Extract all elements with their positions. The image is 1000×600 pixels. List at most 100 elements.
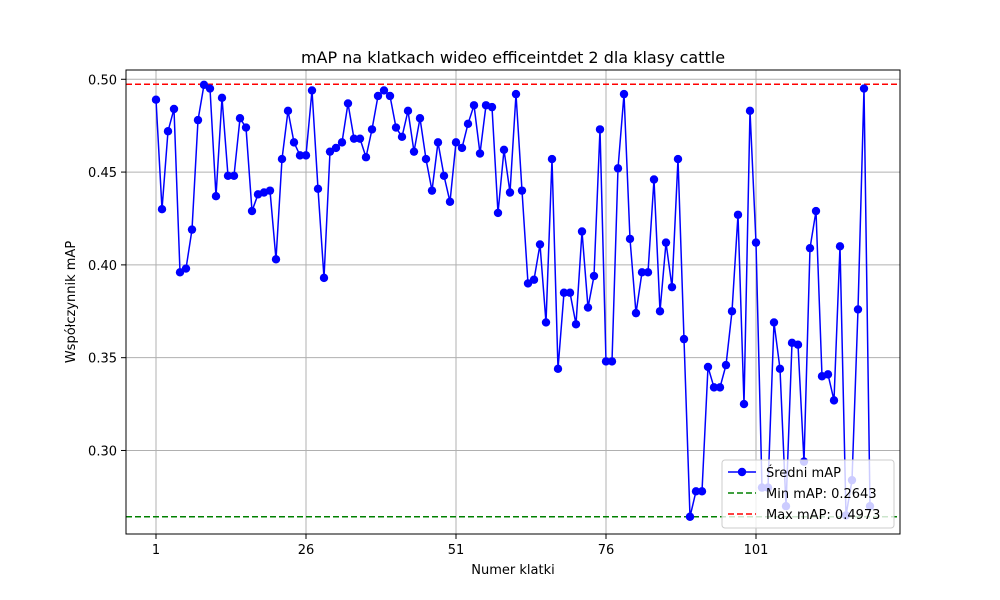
data-point — [493, 208, 503, 218]
x-tick-label: 1 — [152, 543, 160, 558]
data-point — [595, 125, 605, 134]
data-point — [523, 279, 533, 288]
data-point — [703, 362, 713, 372]
legend-box — [721, 459, 895, 529]
data-point — [373, 91, 383, 101]
data-point — [271, 255, 281, 264]
data-point — [445, 197, 455, 206]
data-point — [199, 80, 209, 90]
data-point — [709, 383, 719, 392]
data-point — [655, 307, 665, 316]
y-tick-label: 0.50 — [88, 73, 117, 88]
data-point — [433, 138, 443, 147]
data-point — [553, 364, 563, 374]
data-point — [337, 138, 347, 147]
data-point — [691, 487, 701, 496]
data-point — [565, 288, 575, 297]
data-point — [769, 318, 779, 327]
data-point — [697, 487, 707, 496]
data-point — [355, 134, 365, 143]
data-point — [301, 151, 311, 160]
data-point — [313, 184, 323, 193]
series-layer — [151, 80, 875, 521]
y-tick-label: 0.30 — [88, 444, 117, 459]
y-tick-label: 0.40 — [88, 259, 117, 274]
data-point — [517, 186, 527, 195]
data-point — [511, 89, 521, 99]
data-point — [379, 86, 389, 95]
data-point — [631, 308, 641, 318]
data-point — [403, 106, 413, 116]
data-point — [181, 264, 191, 273]
ticks: 1 26 51 76 101 0.30 0.35 0.40 0.45 0.50 — [88, 73, 768, 558]
data-point — [571, 320, 581, 329]
data-point — [643, 268, 653, 277]
data-point — [751, 238, 761, 247]
data-point — [613, 164, 623, 173]
data-point — [589, 271, 599, 281]
data-point — [859, 84, 869, 93]
data-point — [265, 186, 275, 195]
data-point — [739, 399, 749, 409]
legend-label: Min mAP: 0.2643 — [766, 487, 877, 502]
legend: Średni mAP Min mAP: 0.2643 Max mAP: 0.4973 — [721, 459, 895, 529]
data-point — [649, 175, 659, 184]
data-point — [637, 268, 647, 277]
data-point — [415, 114, 425, 123]
data-point — [685, 512, 695, 521]
data-point — [343, 99, 353, 108]
data-point — [805, 243, 815, 253]
data-point — [325, 147, 335, 156]
y-tick-label: 0.45 — [88, 166, 117, 181]
data-point — [661, 238, 671, 247]
data-point — [331, 143, 341, 153]
data-point — [151, 95, 161, 104]
data-point — [385, 91, 395, 101]
series-line — [155, 83, 871, 517]
data-point — [823, 370, 833, 379]
data-point — [439, 171, 449, 180]
data-point — [367, 125, 377, 134]
data-point — [793, 340, 803, 349]
data-point — [487, 102, 497, 112]
data-point — [361, 153, 371, 162]
data-point — [319, 273, 329, 283]
data-point — [457, 143, 467, 153]
data-point — [217, 93, 227, 103]
data-point — [829, 396, 839, 405]
data-point — [289, 138, 299, 147]
axes-frame — [125, 69, 901, 535]
data-point — [775, 364, 785, 374]
data-point — [601, 357, 611, 366]
data-point — [811, 206, 821, 216]
x-axis-title: Numer klatki — [471, 563, 554, 578]
data-point — [559, 288, 569, 297]
y-axis-title: Współczynnik mAP — [64, 241, 79, 363]
data-point — [547, 154, 557, 164]
data-point — [535, 240, 545, 249]
data-point — [853, 305, 863, 314]
data-point — [175, 268, 185, 277]
data-point — [583, 303, 593, 312]
data-point — [169, 104, 179, 114]
legend-label: Max mAP: 0.4973 — [766, 508, 880, 523]
data-point — [673, 154, 683, 164]
data-point — [835, 242, 845, 251]
legend-marker — [737, 467, 747, 477]
data-point — [229, 171, 239, 180]
data-point — [619, 89, 629, 99]
data-point — [241, 123, 251, 132]
data-point — [733, 210, 743, 219]
data-point — [247, 206, 257, 216]
data-point — [451, 138, 461, 147]
data-point — [475, 149, 485, 158]
data-point — [397, 132, 407, 142]
data-point — [277, 154, 287, 164]
data-point — [427, 186, 437, 195]
data-point — [541, 318, 551, 327]
data-point — [205, 84, 215, 93]
data-point — [715, 383, 725, 392]
data-point — [283, 106, 293, 116]
data-point — [409, 147, 419, 156]
